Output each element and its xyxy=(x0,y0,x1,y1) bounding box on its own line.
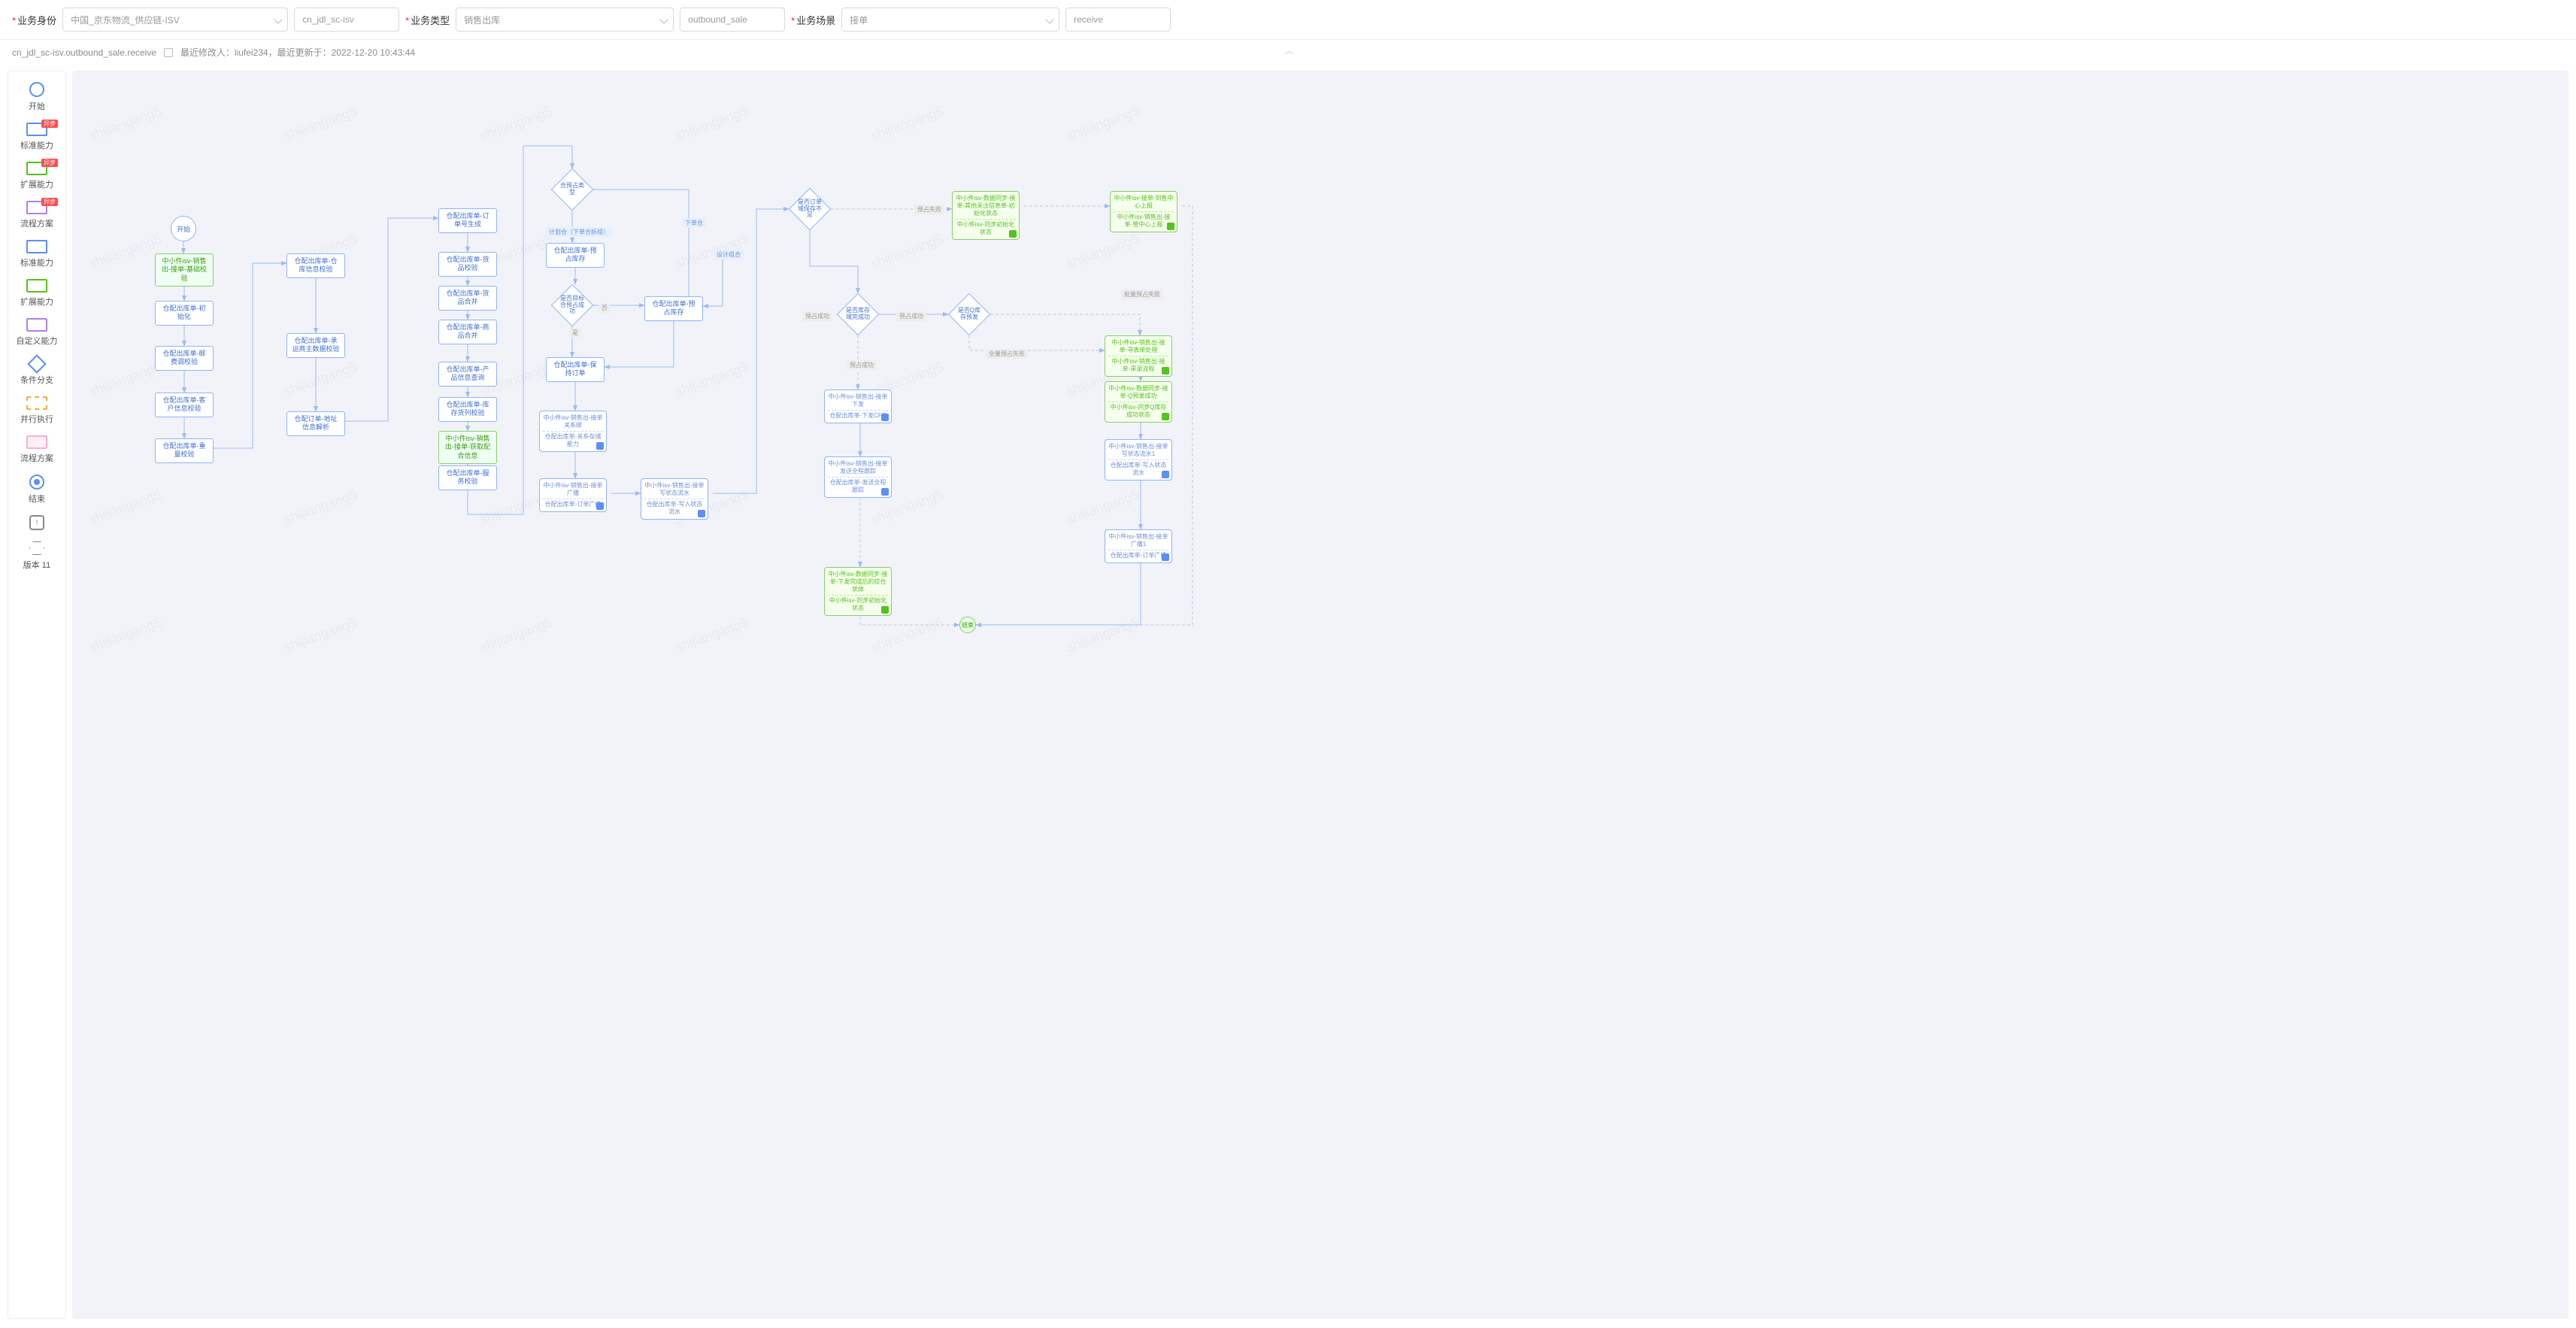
palette-ext-b[interactable]: 扩展能力 xyxy=(20,279,53,308)
edge-label: 预占成功 xyxy=(802,311,832,321)
flow-node[interactable]: 中小件isv-销售出-接单关系绑仓配出库单-关系存储能力 xyxy=(539,411,607,452)
biztype-label: *业务类型 xyxy=(405,13,450,27)
flow-node[interactable]: 仓配出库单-重量校验 xyxy=(155,438,214,463)
biztype-select[interactable]: 销售出库 xyxy=(456,8,674,32)
flow-node[interactable]: 仓配出库单-初始化 xyxy=(155,301,214,326)
meta-bar: cn_jdl_sc-isv.outbound_sale.receive 最近修改… xyxy=(0,40,2576,65)
edge-label: 否 xyxy=(599,303,611,313)
chevron-down-icon xyxy=(1046,15,1054,23)
palette-cust[interactable]: 自定义能力 xyxy=(17,318,58,347)
flow-node[interactable]: 仓配出库单-订单号生成 xyxy=(438,208,497,233)
flow-node[interactable]: 仓配出库单-货品校验 xyxy=(438,252,497,277)
edge-label: 批量预占失败 xyxy=(1121,290,1163,299)
scene-code[interactable]: receive xyxy=(1065,8,1171,32)
copy-icon[interactable] xyxy=(164,48,173,57)
edge-label: 计划仓（下单合拆组） xyxy=(546,227,612,237)
flow-node[interactable]: 仓配订单-地址信息解析 xyxy=(286,411,345,436)
palette-flow-a[interactable]: 异步流程方案 xyxy=(20,201,53,229)
edge-label: 预占成功 xyxy=(847,360,877,370)
flow-node[interactable]: 中小件isv-销售出-接单-寻表单处理中小件isv-销售出-接单-采录流程 xyxy=(1105,335,1172,377)
palette-ext-a[interactable]: 异步扩展能力 xyxy=(20,162,53,190)
flow-node[interactable]: 仓配出库单-保持订单 xyxy=(546,357,605,382)
identity-code[interactable]: cn_jdl_sc-isv xyxy=(294,8,399,32)
edge-label: 预占失败 xyxy=(914,205,944,214)
edge-label: 全量预占失败 xyxy=(986,349,1028,359)
palette-ver[interactable]: 版本 11 xyxy=(23,541,50,571)
flow-node[interactable]: 是否订单域保存不足 xyxy=(789,188,831,230)
flow-node[interactable]: 仓配出库单-商品合并 xyxy=(438,320,497,344)
flow-node[interactable]: 仓配出库单-仓库信息校验 xyxy=(286,253,345,278)
biztype-code[interactable]: outbound_sale xyxy=(680,8,785,32)
flow-node[interactable]: 中小件isv-销售出-接单广播1仓配出库单-订单广播 xyxy=(1105,529,1172,563)
filter-bar: *业务身份 中国_京东物流_供应链-ISV cn_jdl_sc-isv *业务类… xyxy=(0,0,2576,40)
edge-label: 下单仓 xyxy=(682,218,706,228)
flow-node[interactable]: 仓配出库单-服务校验 xyxy=(438,465,497,490)
identity-label: *业务身份 xyxy=(12,13,56,27)
chevron-down-icon xyxy=(274,15,282,23)
flow-node[interactable]: 合预占类型 xyxy=(551,168,593,211)
canvas[interactable]: shijiangang5shijiangang5shijiangang5shij… xyxy=(72,71,2568,1319)
flow-node[interactable]: 开始 xyxy=(171,216,196,241)
scene-select[interactable]: 接单 xyxy=(841,8,1059,32)
palette-sub[interactable]: 流程方案 xyxy=(20,435,53,464)
palette-cond[interactable]: 条件分支 xyxy=(20,357,53,386)
flow-path: cn_jdl_sc-isv.outbound_sale.receive xyxy=(12,47,156,58)
edge-label: 设计组合 xyxy=(714,250,744,259)
palette-start[interactable]: 开始 xyxy=(29,82,45,112)
palette-warn[interactable]: ! xyxy=(29,515,44,530)
flow-node[interactable]: 仓配出库单-库存货列校验 xyxy=(438,397,497,422)
meta-text: 最近修改人：liufei234，最近更新于：2022-12-20 10:43:4… xyxy=(180,46,415,59)
flow-node[interactable]: 仓配出库单-邮费调校验 xyxy=(155,346,214,371)
edge-label: 预占成功 xyxy=(896,311,926,321)
flow-node[interactable]: 是否目标合预占成功 xyxy=(551,284,593,326)
palette-end[interactable]: 结束 xyxy=(29,475,45,505)
flow-node[interactable]: 中小件isv-数据同步-接单-其他关注信息单-初始化状态中小件isv-同步初始化… xyxy=(952,191,1020,240)
flow-node[interactable]: 中小件isv-销售出-接单-基础校验 xyxy=(155,253,214,287)
palette: 开始异步标准能力异步扩展能力异步流程方案标准能力扩展能力自定义能力条件分支并行执… xyxy=(8,71,66,1319)
flow-node[interactable]: 是否Q库存预发 xyxy=(948,293,990,335)
flow-node[interactable]: 仓配出库单-产品信息查询 xyxy=(438,362,497,387)
flow-node[interactable]: 中小件isv-数据同步-接单-Q预发成功中小件isv-同步Q库存成功状态 xyxy=(1105,381,1172,423)
flow-node[interactable]: 仓配出库单-承运商主数据校验 xyxy=(286,333,345,358)
flow-node[interactable]: 中小件isv-销售出-接单发送全程跟踪仓配出库单-发送全程跟踪 xyxy=(824,456,892,498)
flow-node[interactable]: 中小件isv-销售出-接单写状态流水1仓配出库单-写入状态流水 xyxy=(1105,439,1172,481)
palette-para[interactable]: 并行执行 xyxy=(20,396,53,425)
flow-node[interactable]: 是否库存域完成功 xyxy=(837,293,879,335)
edge-label: 是 xyxy=(569,328,581,338)
identity-select[interactable]: 中国_京东物流_供应链-ISV xyxy=(62,8,288,32)
flow-node[interactable]: 结束 xyxy=(959,617,976,633)
flow-node[interactable]: 中小件isv-销售出-接单下发仓配出库单-下发CFC xyxy=(824,390,892,423)
flow-node[interactable]: 中小件isv-销售出-接单-获取配合信息 xyxy=(438,431,497,464)
collapse-icon[interactable]: ︿ xyxy=(1286,44,1291,56)
flow-node[interactable]: 中小件isv-销售出-接单写状态流水仓配出库单-写入状态流水 xyxy=(641,478,708,520)
chevron-down-icon xyxy=(659,15,668,23)
main: 开始异步标准能力异步扩展能力异步流程方案标准能力扩展能力自定义能力条件分支并行执… xyxy=(0,65,2576,1325)
flow-node[interactable]: 仓配出库单-货品合并 xyxy=(438,286,497,311)
flow-node[interactable]: 仓配出库单-客户信息校验 xyxy=(155,393,214,417)
flow-node[interactable]: 仓配出库单-预占库存 xyxy=(644,296,703,321)
scene-label: *业务场景 xyxy=(791,13,835,27)
flow-node[interactable]: 仓配出库单-预占库存 xyxy=(546,243,605,268)
palette-std-b[interactable]: 标准能力 xyxy=(20,240,53,268)
palette-std-a[interactable]: 异步标准能力 xyxy=(20,123,53,151)
flow-node[interactable]: 中小件isv-销售出-接单广播仓配出库单-订单广播 xyxy=(539,478,607,512)
flow-node[interactable]: 中小件isv-数据同步-接单-下发完成后的综合状体中小件isv-同步初始化状态 xyxy=(824,567,892,616)
flow-node[interactable]: 中小件isv-接单-到售中心上报中小件isv-销售出-接单-营中心上报 xyxy=(1110,191,1177,232)
